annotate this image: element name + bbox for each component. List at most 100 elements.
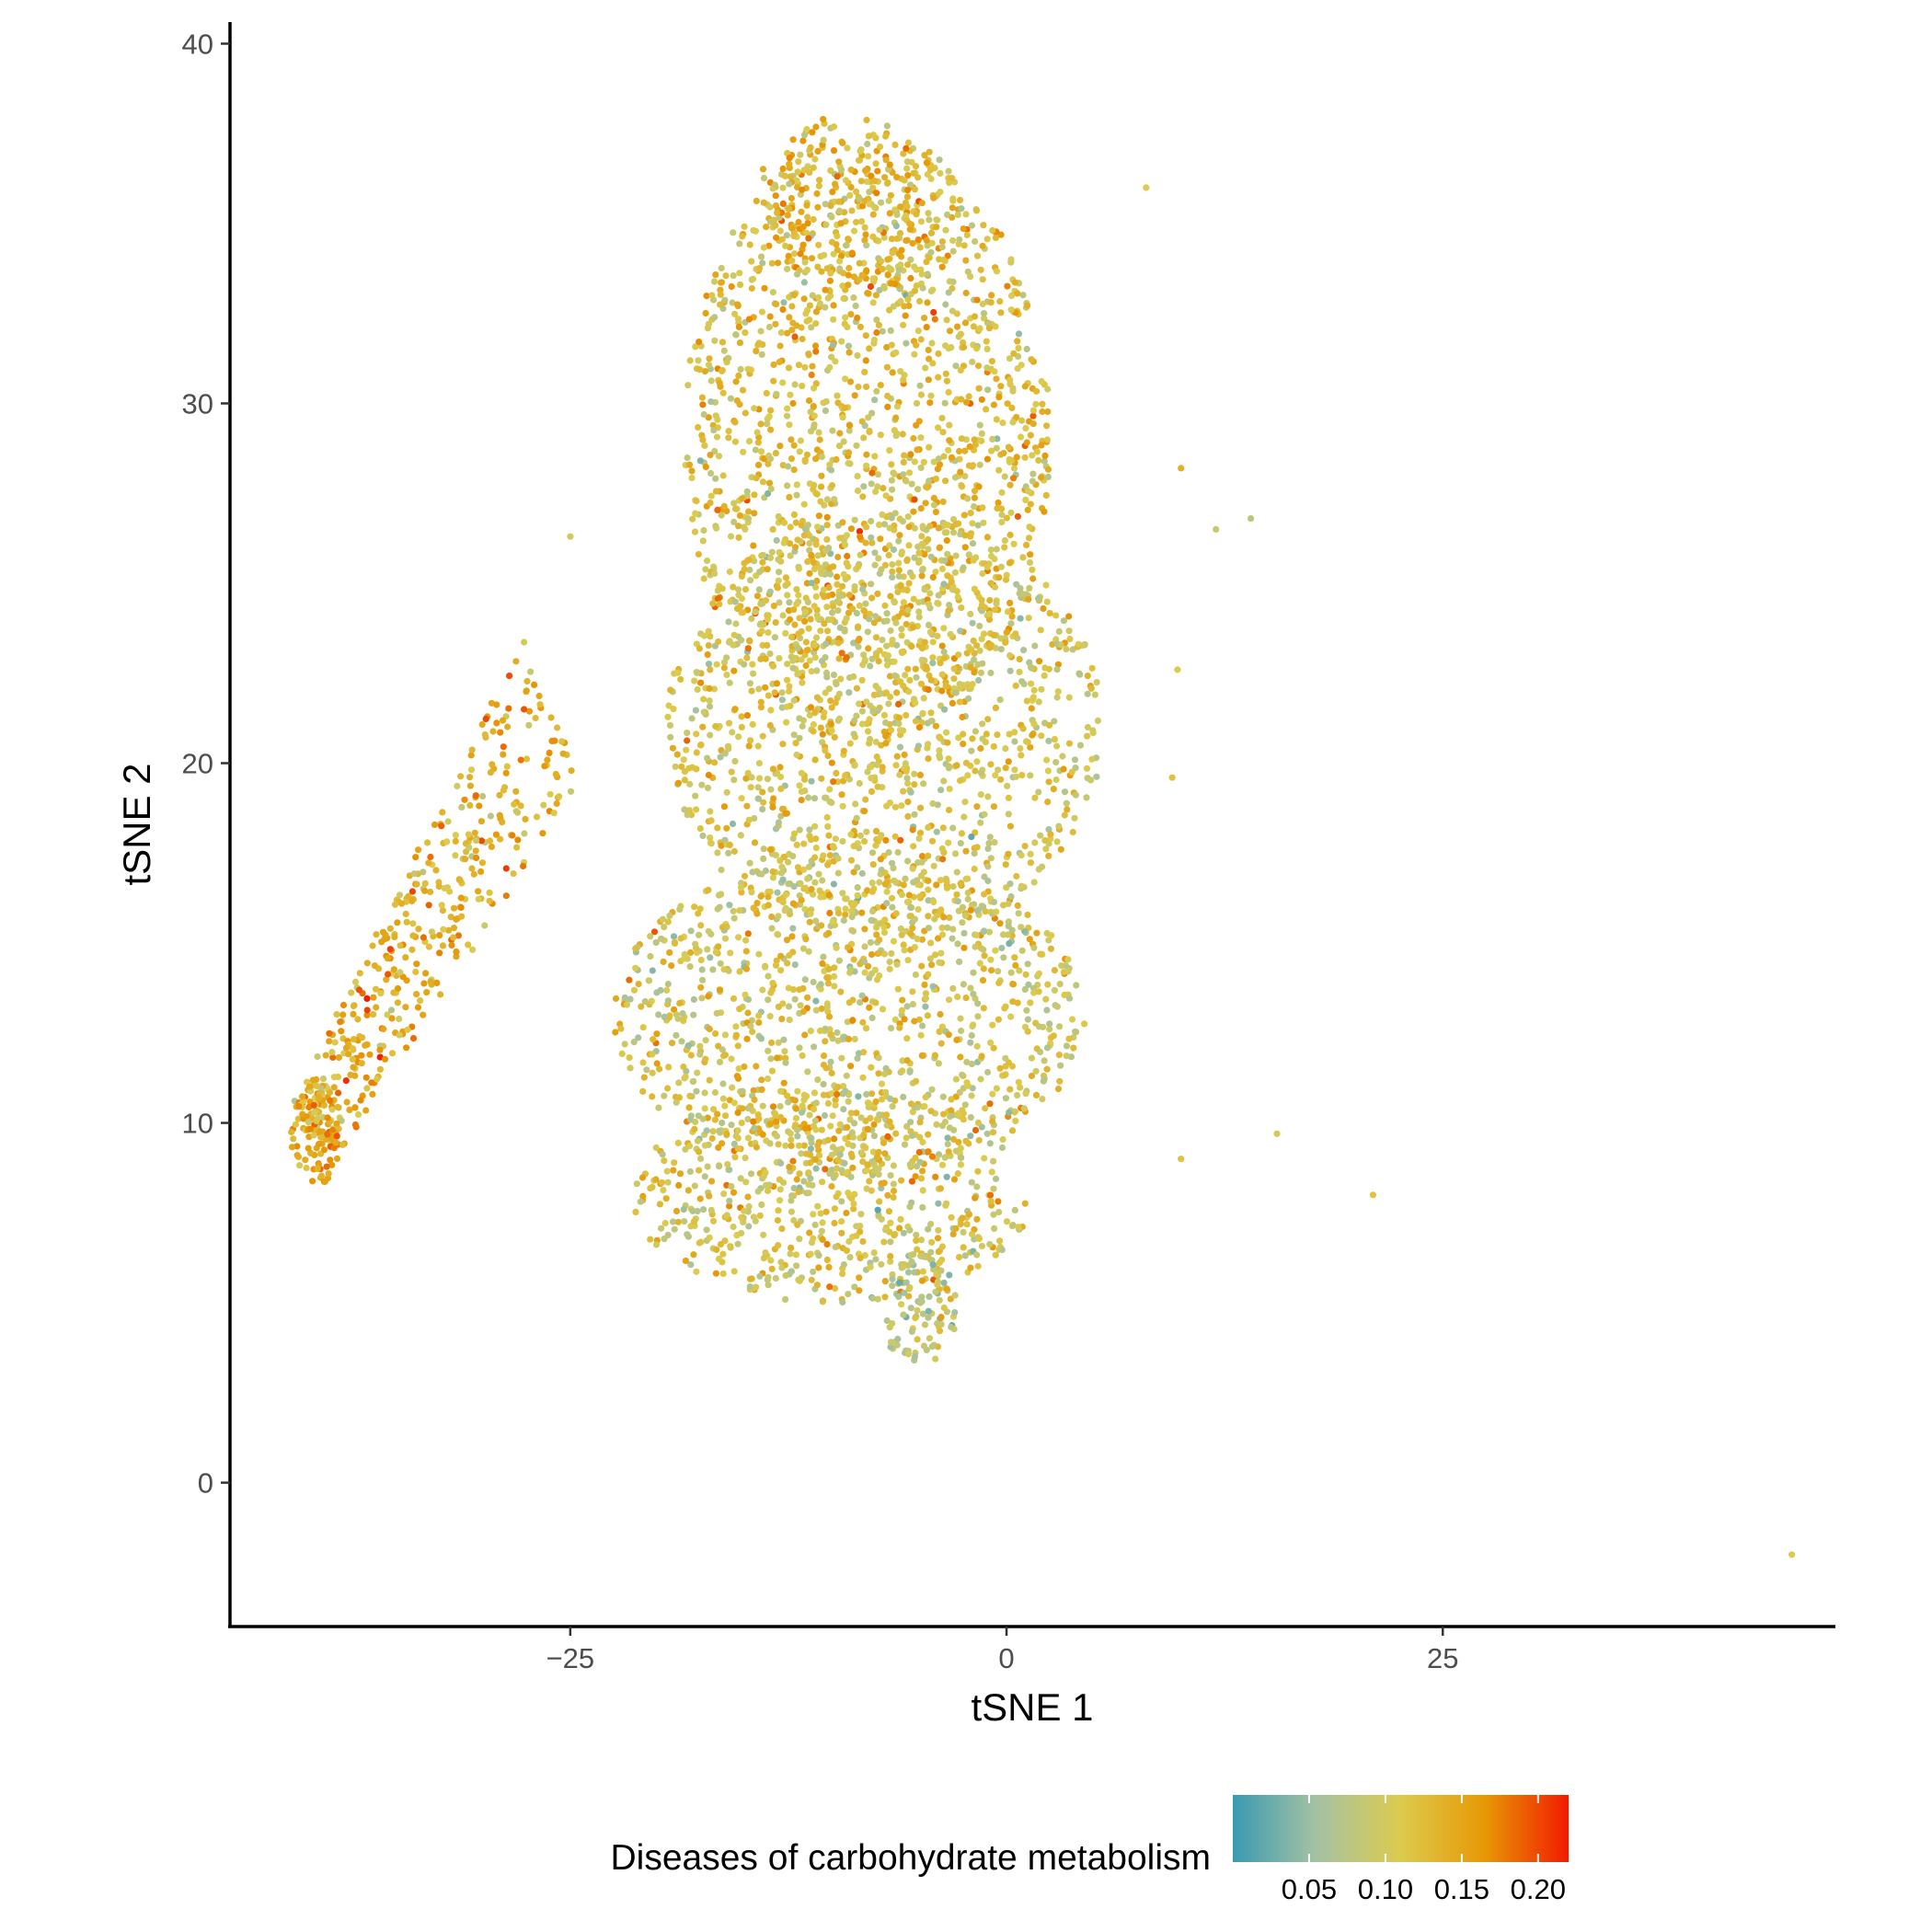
data-point [776,773,785,781]
data-point [717,753,724,761]
data-point [933,1121,940,1128]
data-point [969,358,976,365]
data-point [957,1161,964,1168]
data-point [945,806,953,814]
data-point [785,364,793,372]
data-point [959,1214,966,1222]
data-point [707,808,714,815]
data-point [779,876,787,883]
data-point [752,608,759,615]
data-point [833,944,840,951]
data-point [1018,924,1025,931]
data-point [342,1077,350,1085]
data-point [794,644,801,652]
data-point [699,401,707,408]
data-point [789,1157,797,1165]
data-point [1026,584,1033,592]
data-point [771,689,778,696]
data-point [339,1001,348,1009]
data-point [797,151,804,158]
data-point [784,212,791,219]
data-point [901,1016,908,1023]
data-point [1014,1091,1021,1099]
data-point [1021,843,1029,850]
data-point [1001,473,1008,480]
data-point [422,970,430,977]
data-point [973,844,981,851]
data-point [721,1237,729,1245]
data-point [664,1179,672,1186]
data-point [998,1246,1006,1254]
data-point [690,1251,697,1259]
data-point [856,602,863,609]
data-point [884,403,891,410]
data-point [767,1055,775,1063]
data-point [834,399,842,407]
data-point [777,328,785,337]
data-point [812,592,820,601]
data-point [665,1064,673,1071]
data-point [818,453,826,460]
data-point [684,737,691,744]
data-point [891,877,898,884]
data-point [818,1227,825,1235]
data-point [845,1237,853,1246]
data-point [992,644,999,652]
data-point [993,1085,1000,1092]
data-point [932,1355,939,1363]
data-point [957,627,964,635]
data-point [913,1236,920,1244]
data-point [882,732,890,740]
data-point [682,1073,689,1080]
data-point [1030,944,1038,951]
data-point [750,1087,757,1094]
data-point [794,1221,801,1228]
data-point [754,795,763,802]
data-point [664,713,672,720]
data-point [839,139,846,147]
data-point [694,1137,702,1144]
data-point [903,620,910,628]
data-point [1037,832,1044,839]
data-point [612,995,620,1002]
data-point [844,144,851,152]
data-point [943,884,951,891]
data-point [819,877,826,884]
data-point [706,1234,713,1241]
data-point [827,1122,834,1130]
data-point [926,443,933,451]
data-point [1065,740,1074,747]
data-point [808,777,815,785]
data-point [829,918,836,926]
data-point [881,602,889,609]
data-point [723,654,730,661]
data-point [1002,861,1009,868]
data-point [821,251,828,259]
data-point [855,383,862,391]
data-point [794,168,801,176]
data-point [895,700,903,708]
data-point [800,1091,808,1098]
data-point [812,634,821,641]
data-point [938,238,946,246]
data-point [373,1004,380,1011]
data-point [359,1034,366,1041]
data-point [437,991,444,998]
data-point [981,952,988,960]
data-point [793,601,800,608]
data-point [904,665,912,673]
data-point [985,615,994,624]
data-point [713,1246,720,1253]
data-point [855,1093,862,1100]
data-point [730,1223,737,1231]
data-point [834,1029,841,1036]
data-point [942,226,949,234]
data-point [748,889,755,896]
data-point [801,1125,810,1133]
data-point [872,1098,880,1105]
data-point [523,755,531,763]
data-point [831,983,838,990]
data-point [1027,551,1034,558]
data-point [650,928,659,936]
data-point [847,831,855,838]
